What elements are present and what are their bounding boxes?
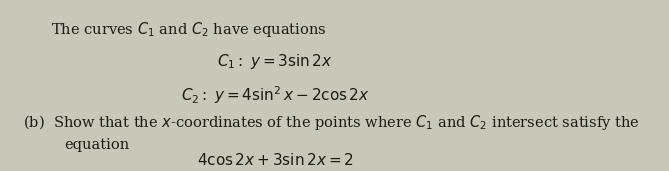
Text: $C_2{:}\;y = 4\sin^2 x - 2\cos 2x$: $C_2{:}\;y = 4\sin^2 x - 2\cos 2x$ — [181, 84, 369, 106]
Text: (b)  Show that the $x$-coordinates of the points where $C_1$ and $C_2$ intersect: (b) Show that the $x$-coordinates of the… — [23, 113, 640, 131]
Text: The curves $C_1$ and $C_2$ have equations: The curves $C_1$ and $C_2$ have equation… — [51, 21, 326, 40]
Text: $C_1{:}\;y = 3\sin 2x$: $C_1{:}\;y = 3\sin 2x$ — [217, 52, 333, 71]
Text: equation: equation — [64, 138, 130, 152]
Text: $4\cos 2x + 3\sin 2x = 2$: $4\cos 2x + 3\sin 2x = 2$ — [197, 152, 353, 168]
